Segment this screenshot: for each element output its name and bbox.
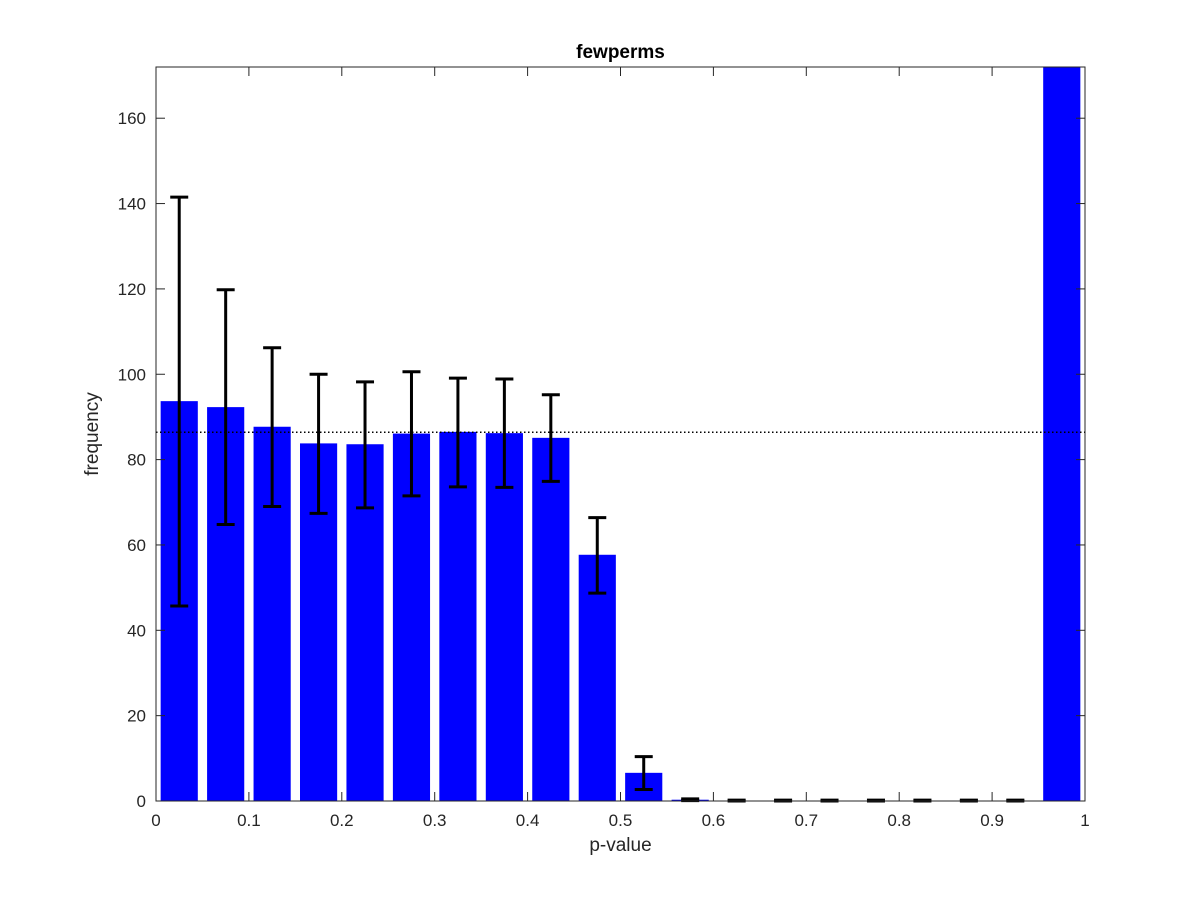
x-tick-label: 0.2 <box>330 811 354 830</box>
y-axis-label: frequency <box>82 392 103 476</box>
x-tick-label: 0.7 <box>794 811 818 830</box>
x-tick-label: 0.3 <box>423 811 447 830</box>
x-tick-label: 0.6 <box>702 811 726 830</box>
histogram-bar <box>1043 67 1080 801</box>
y-tick-label: 0 <box>137 792 146 811</box>
y-tick-label: 80 <box>127 451 146 470</box>
axes-box <box>156 67 1085 801</box>
y-tick-label: 100 <box>118 365 146 384</box>
y-tick-label: 40 <box>127 621 146 640</box>
x-tick-label: 0 <box>151 811 160 830</box>
histogram-bar <box>532 438 569 801</box>
x-tick-label: 0.5 <box>609 811 633 830</box>
bars <box>161 67 1081 801</box>
chart-title: fewperms <box>576 42 665 63</box>
x-tick-label: 0.9 <box>980 811 1004 830</box>
ticks <box>156 67 1085 801</box>
x-tick-label: 0.4 <box>516 811 540 830</box>
errorbar <box>681 799 699 801</box>
y-tick-label: 140 <box>118 195 146 214</box>
x-tick-label: 1 <box>1080 811 1089 830</box>
y-tick-label: 60 <box>127 536 146 555</box>
y-tick-label: 120 <box>118 280 146 299</box>
x-tick-label: 0.1 <box>237 811 261 830</box>
x-axis-label: p-value <box>589 835 651 856</box>
x-tick-label: 0.8 <box>887 811 911 830</box>
y-tick-label: 20 <box>127 707 146 726</box>
y-tick-label: 160 <box>118 109 146 128</box>
